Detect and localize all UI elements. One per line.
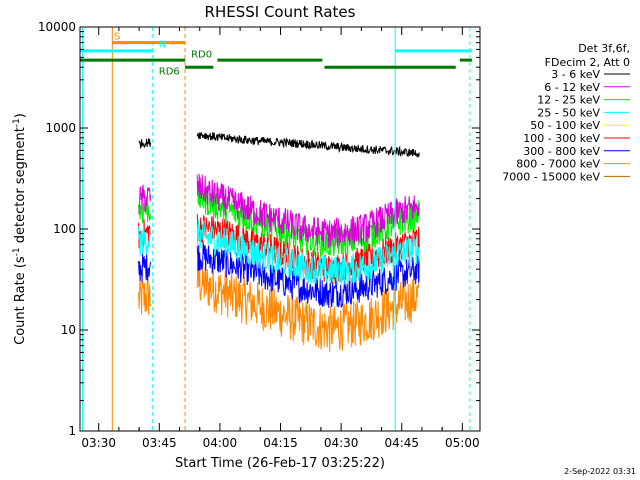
y-tick-label: 10	[61, 323, 76, 337]
series-line	[138, 252, 152, 283]
x-tick-label: 03:30	[81, 436, 116, 450]
legend-entry-label: 25 - 50 keV	[537, 106, 600, 119]
y-axis-label-close: )	[13, 113, 28, 118]
x-tick-label: 04:45	[384, 436, 419, 450]
series-line	[138, 275, 152, 315]
y-axis-label-exp2: -1	[12, 118, 22, 127]
series-line	[138, 138, 152, 150]
x-axis-label: Start Time (26-Feb-17 03:25:22)	[175, 456, 385, 471]
footer-date: 2-Sep-2022 03:31	[564, 467, 636, 476]
y-axis-label-tail: detector segment	[13, 127, 28, 247]
legend-entry-label: 800 - 7000 keV	[516, 158, 600, 171]
x-tick-label: 04:30	[324, 436, 359, 450]
y-axis-label: Count Rate (s-1 detector segment-1)	[12, 113, 28, 345]
axes: 1 10 100 1000 10000 03:30 03:45 04:00 04:15 04:30…	[38, 20, 480, 450]
legend-entry-label: 3 - 6 keV	[551, 68, 600, 81]
series-line	[196, 173, 420, 249]
legend-entry-label: 300 - 800 keV	[523, 145, 600, 158]
y-tick-label: 10000	[38, 20, 76, 34]
x-tick-label: 03:45	[142, 436, 177, 450]
legend-entry-label: 50 - 100 keV	[530, 119, 600, 132]
y-tick-label: 1	[68, 424, 76, 438]
state-bar-label: RD0	[191, 49, 212, 60]
legend-header-line-2: FDecim 2, Att 0	[545, 56, 630, 69]
x-tick-label: 04:15	[263, 436, 298, 450]
series-line	[196, 219, 420, 285]
state-bar-label: RD6	[159, 66, 180, 77]
y-axis-label-main: Count Rate (s	[13, 256, 28, 345]
legend-entry-label: 100 - 300 keV	[523, 132, 600, 145]
series-line	[196, 131, 420, 158]
series-line	[138, 184, 152, 214]
legend-entry-label: 6 - 12 keV	[544, 81, 600, 94]
series-line	[196, 261, 420, 352]
y-tick-label: 100	[53, 222, 76, 236]
y-axis-label-exp: -1	[12, 247, 22, 256]
chart-title: RHESSI Count Rates	[205, 3, 356, 21]
state-bar-label: S	[114, 32, 120, 43]
series-line	[138, 226, 151, 256]
legend-header-line-1: Det 3f,6f,	[578, 42, 630, 55]
legend-entry-label: 12 - 25 keV	[537, 94, 600, 107]
legend-entry-label: 7000 - 15000 keV	[502, 170, 600, 183]
state-bar-label: N	[159, 39, 166, 50]
y-tick-label: 1000	[45, 121, 76, 135]
x-tick-label: 04:00	[203, 436, 238, 450]
x-tick-label: 05:00	[445, 436, 480, 450]
plot-area	[138, 131, 420, 352]
